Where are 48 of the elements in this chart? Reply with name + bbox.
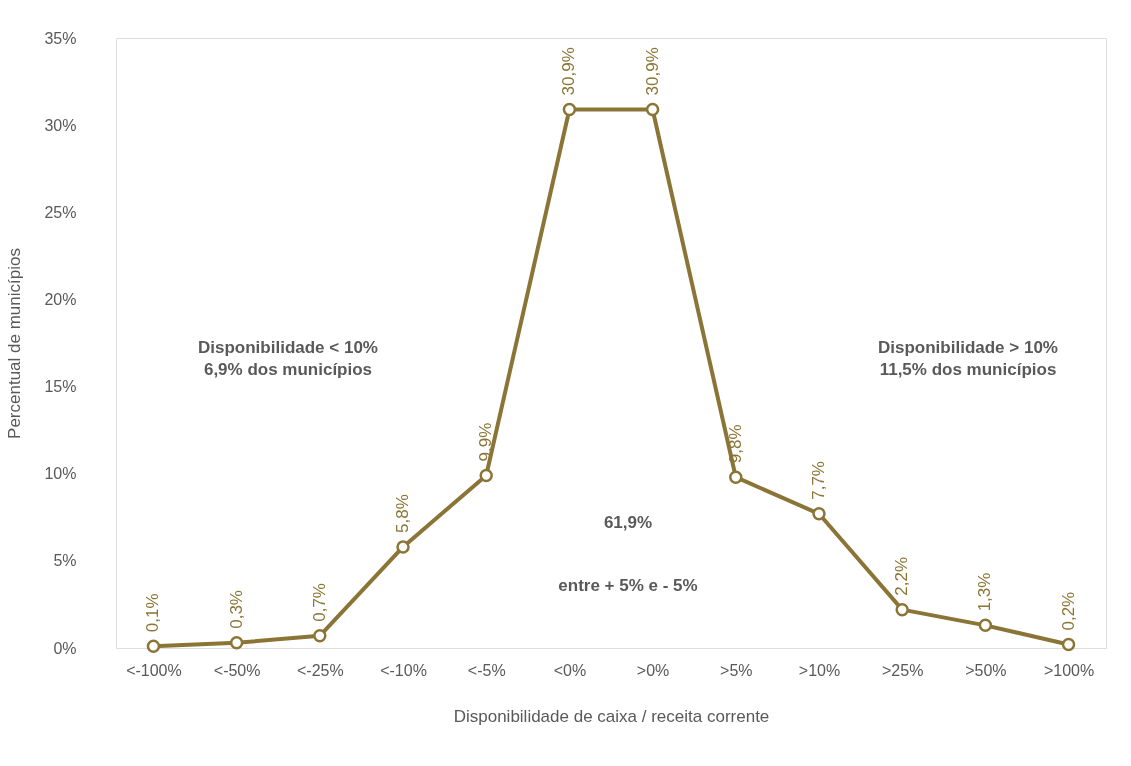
- data-label: 5,8%: [393, 494, 413, 533]
- data-label: 1,3%: [975, 572, 995, 612]
- y-tick-label: 25%: [44, 203, 77, 221]
- y-tick-label: 0%: [53, 639, 77, 657]
- y-tick-label: 20%: [44, 290, 77, 308]
- x-tick-label: >25%: [881, 661, 924, 679]
- data-label: 0,7%: [309, 583, 329, 622]
- data-label: 0,1%: [143, 593, 163, 633]
- point: [146, 639, 161, 653]
- annotation: 61,9%: [603, 513, 653, 532]
- point: [396, 540, 410, 554]
- x-tick-label: >5%: [720, 661, 753, 679]
- x-tick-label: <-100%: [126, 661, 182, 679]
- data-label: 7,7%: [808, 461, 828, 500]
- y-axis-title: Percentual de municípios: [5, 248, 25, 439]
- y-tick-label: 5%: [53, 552, 77, 570]
- y-tick-label: 30%: [44, 116, 77, 134]
- point: [562, 102, 577, 117]
- y-tick-label: 15%: [44, 378, 77, 396]
- annotation: Disponibilidade < 10% 6,9% dos municípios: [198, 338, 378, 379]
- point: [313, 629, 327, 643]
- data-label: 30,9%: [642, 47, 662, 96]
- x-tick-label: <0%: [553, 661, 587, 679]
- y-tick-label: 35%: [44, 29, 77, 47]
- annotation: entre + 5% e - 5%: [558, 576, 698, 595]
- point: [645, 102, 660, 117]
- x-tick-label: >50%: [965, 661, 1007, 679]
- point: [729, 470, 743, 484]
- x-tick-label: <-10%: [380, 661, 427, 679]
- data-label: 30,9%: [559, 47, 579, 96]
- point: [812, 507, 826, 521]
- point: [229, 636, 244, 650]
- point: [479, 468, 493, 483]
- y-tick-label: 10%: [44, 465, 77, 483]
- point: [895, 602, 909, 617]
- annotation: Disponibilidade > 10% 11,5% dos municípios: [878, 338, 1058, 379]
- data-label: 0,3%: [226, 590, 246, 629]
- point: [1061, 637, 1076, 652]
- x-tick-label: >100%: [1043, 661, 1095, 679]
- x-axis-title: Disponibilidade de caixa / receita corrente: [453, 706, 770, 726]
- data-label: 2,2%: [892, 556, 912, 596]
- data-label: 0,2%: [1058, 591, 1078, 631]
- x-tick-label: >0%: [636, 661, 670, 679]
- x-tick-label: <-50%: [213, 661, 261, 679]
- x-tick-label: <-25%: [296, 661, 344, 679]
- point: [978, 618, 993, 633]
- x-tick-label: <-5%: [467, 661, 506, 679]
- x-tick-label: >10%: [798, 661, 841, 679]
